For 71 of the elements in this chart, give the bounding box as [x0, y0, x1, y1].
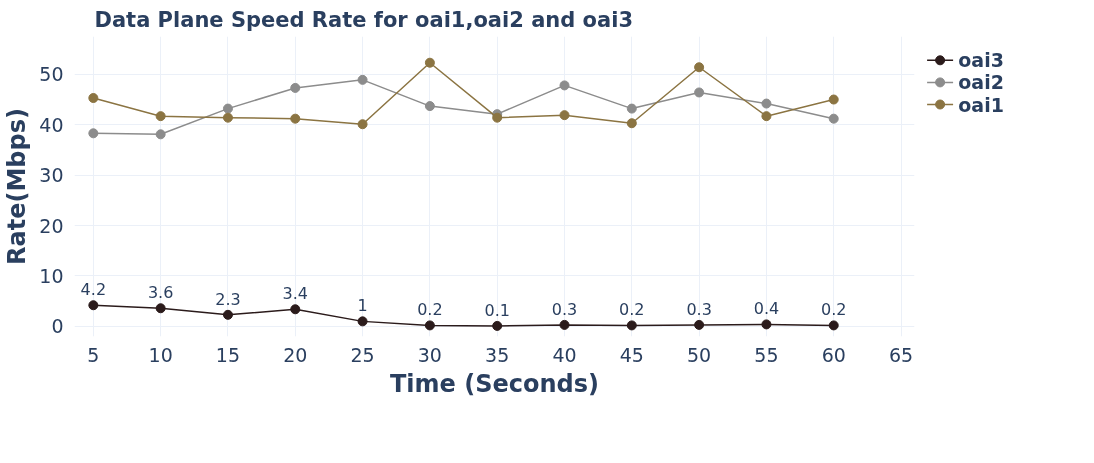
x-tick-label: 45 — [619, 343, 644, 366]
data-label: 0.2 — [417, 300, 443, 320]
point — [761, 111, 772, 122]
point — [828, 94, 839, 105]
point — [559, 80, 570, 91]
point — [424, 57, 435, 68]
legend-label: oai3 — [958, 49, 1004, 72]
data-label: 1 — [357, 296, 368, 316]
point — [290, 82, 301, 93]
y-tick-label: 10 — [39, 265, 64, 287]
data-label: 3.4 — [282, 284, 308, 304]
y-tick-label: 30 — [39, 164, 64, 187]
y-tick-label: 20 — [39, 214, 64, 237]
data-label: 0.2 — [821, 300, 847, 320]
x-tick-label: 65 — [888, 343, 914, 366]
x-axis-title: Time (Seconds) — [390, 369, 600, 398]
y-tick-label: 50 — [39, 63, 64, 86]
x-tick-label: 20 — [283, 343, 308, 366]
point — [761, 98, 772, 109]
point — [626, 118, 637, 129]
point — [694, 62, 705, 73]
point — [559, 110, 570, 121]
point — [828, 113, 839, 124]
x-tick-label: 15 — [215, 343, 241, 366]
point — [357, 316, 368, 327]
y-axis-title: Rate(Mbps) — [3, 108, 32, 265]
point — [626, 320, 637, 331]
data-label: 0.3 — [686, 299, 712, 319]
point — [155, 303, 166, 314]
x-tick-label: 10 — [148, 343, 173, 366]
data-label: 0.2 — [619, 300, 645, 320]
point — [492, 320, 503, 331]
x-tick-label: 40 — [552, 343, 577, 366]
x-tick-label: 35 — [485, 343, 510, 366]
x-tick-label: 60 — [821, 343, 846, 366]
point — [222, 112, 233, 123]
point — [761, 319, 772, 330]
point — [424, 320, 435, 331]
point — [559, 319, 570, 330]
data-label: 0.3 — [551, 299, 578, 319]
point — [694, 87, 705, 98]
point — [155, 111, 166, 122]
chart-title: Data Plane Speed Rate for oai1,oai2 and oai3 — [94, 7, 634, 32]
point — [290, 304, 301, 315]
point — [88, 128, 99, 139]
point — [424, 101, 435, 112]
point — [828, 320, 839, 331]
x-tick-label: 50 — [687, 343, 712, 366]
data-label: 0.4 — [753, 299, 780, 319]
point — [88, 300, 99, 311]
x-tick-label: 55 — [754, 343, 779, 366]
point — [357, 119, 368, 130]
data-label: 0.1 — [484, 300, 510, 320]
point — [694, 319, 705, 330]
point — [357, 74, 368, 85]
legend-label: oai2 — [958, 71, 1004, 94]
point — [88, 93, 99, 103]
point — [222, 103, 233, 114]
y-tick-label: 40 — [39, 113, 64, 136]
x-tick-label: 5 — [87, 343, 100, 366]
point — [626, 103, 637, 114]
x-tick-label: 25 — [350, 343, 375, 366]
legend-label: oai1 — [958, 93, 1004, 116]
point — [222, 309, 233, 320]
point — [155, 129, 166, 140]
point — [290, 113, 301, 124]
data-label: 4.2 — [80, 280, 107, 300]
data-label: 3.6 — [147, 283, 174, 303]
y-tick-label: 0 — [51, 315, 64, 338]
x-tick-label: 30 — [417, 343, 442, 366]
data-label: 2.3 — [215, 289, 241, 309]
